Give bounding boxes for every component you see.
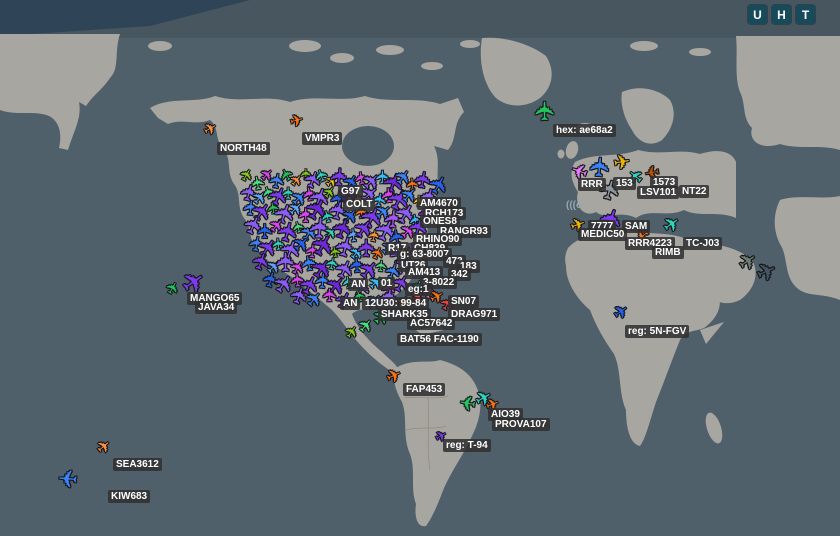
aircraft-icon[interactable]: ✈ <box>175 263 213 303</box>
aircraft-icon[interactable]: ✈ <box>435 292 461 316</box>
country-borders <box>403 395 449 471</box>
hudson-bay <box>342 126 394 166</box>
aircraft-icon[interactable]: ✈ <box>200 118 221 141</box>
aircraft-icon[interactable]: ✈ <box>609 299 633 325</box>
tracks-button[interactable]: T <box>796 5 815 24</box>
aircraft-icon[interactable]: ✈ <box>658 211 686 239</box>
arctic-dark-corner <box>0 0 250 36</box>
aircraft-icon[interactable]: ✈ <box>431 426 451 446</box>
aircraft-icon[interactable]: ✈ <box>56 463 80 492</box>
aircraft-icon[interactable]: ✈ <box>642 160 662 184</box>
aircraft-icon[interactable]: ✈ <box>751 256 782 290</box>
history-button[interactable]: H <box>772 5 791 24</box>
aircraft-icon[interactable]: ✈ <box>382 363 406 389</box>
aircraft-icon[interactable]: ✈ <box>629 223 655 249</box>
aircraft-icon[interactable]: ✈ <box>592 175 628 205</box>
units-button[interactable]: U <box>748 5 767 24</box>
aircraft-icon[interactable]: ✈ <box>530 100 560 122</box>
aircraft-icon[interactable]: ✈ <box>288 111 306 132</box>
toolbar: U H T <box>748 5 815 24</box>
aircraft-icon[interactable]: ✈ <box>592 203 631 237</box>
aircraft-icon[interactable]: ✈ <box>92 435 116 459</box>
aircraft-icon[interactable]: ✈ <box>483 395 503 416</box>
aircraft-icon[interactable]: ✈ <box>567 213 589 237</box>
